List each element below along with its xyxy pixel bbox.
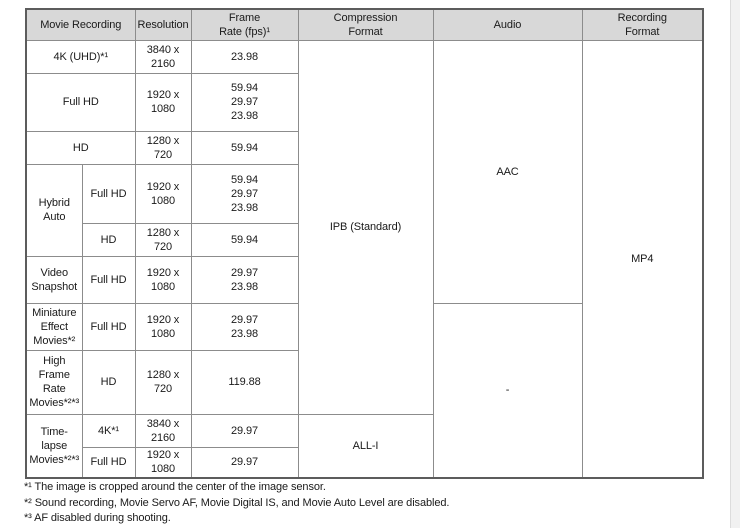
frame-rate-cell: 23.98	[190, 39, 299, 74]
resolution-cell: 1280 x 720	[134, 349, 192, 415]
compression-format-cell: ALL-I	[297, 413, 434, 479]
table-row: HD 1280 x 720 59.94	[25, 130, 703, 165]
frame-rate-cell: 59.94	[190, 130, 299, 165]
movie-type-cell: Hybrid Auto	[25, 163, 83, 257]
frame-rate-cell: 29.97	[190, 446, 299, 479]
audio-cell: -	[432, 302, 583, 479]
compression-format-cell: IPB (Standard)	[297, 39, 434, 415]
movie-type-cell: High Frame Rate Movies*²*³	[25, 349, 83, 415]
scrollbar-track[interactable]	[730, 0, 740, 528]
footnotes: *¹ The image is cropped around the cente…	[24, 480, 449, 527]
movie-subtype-cell: Full HD	[81, 446, 136, 479]
resolution-cell: 1920 x 1080	[134, 163, 192, 224]
movie-type-cell: Full HD	[25, 72, 136, 132]
movie-type-cell: Time-lapse Movies*²*³	[25, 413, 83, 479]
movie-subtype-cell: Full HD	[81, 255, 136, 304]
movie-subtype-cell: Full HD	[81, 163, 136, 224]
header-resolution: Resolution	[134, 8, 192, 41]
resolution-cell: 1920 x 1080	[134, 72, 192, 132]
movie-type-cell: 4K (UHD)*¹	[25, 39, 136, 74]
frame-rate-cell: 59.94	[190, 222, 299, 257]
resolution-cell: 1280 x 720	[134, 130, 192, 165]
table-row: Miniature Effect Movies*² Full HD 1920 x…	[25, 302, 703, 479]
table-row: 4K (UHD)*¹ 3840 x 2160 23.98 IPB (Standa…	[25, 39, 704, 479]
movie-type-cell: Video Snapshot	[25, 255, 83, 304]
table-row: Hybrid Auto Full HD 1920 x 1080 59.94 29…	[25, 163, 703, 257]
movie-type-cell: Miniature Effect Movies*²	[25, 302, 83, 351]
header-frame-rate: Frame Rate (fps)¹	[190, 8, 299, 41]
audio-cell: AAC	[432, 39, 583, 304]
frame-rate-cell: 59.94 29.97 23.98	[190, 72, 299, 132]
header-recording-format: Recording Format	[581, 8, 704, 41]
header-movie-recording: Movie Recording	[25, 8, 136, 41]
footnote: *¹ The image is cropped around the cente…	[24, 481, 326, 493]
movie-subtype-cell: HD	[81, 222, 136, 257]
footnote: *³ AF disabled during shooting.	[24, 512, 171, 524]
movie-subtype-cell: 4K*¹	[81, 413, 136, 448]
header-audio: Audio	[432, 8, 583, 41]
frame-rate-cell: 119.88	[190, 349, 299, 415]
resolution-cell: 3840 x 2160	[134, 39, 192, 74]
table-row: Time-lapse Movies*²*³ 4K*¹ 3840 x 2160 2…	[25, 413, 703, 479]
movie-subtype-cell: HD	[81, 349, 136, 415]
recording-format-cell: MP4	[581, 39, 704, 479]
footnote: *² Sound recording, Movie Servo AF, Movi…	[24, 496, 450, 509]
table-row: Full HD 1920 x 1080 59.94 29.97 23.98	[25, 72, 703, 132]
movie-subtype-cell: Full HD	[81, 302, 136, 351]
table-row: Video Snapshot Full HD 1920 x 1080 29.97…	[25, 255, 703, 304]
frame-rate-cell: 29.97 23.98	[190, 302, 299, 351]
movie-type-cell: HD	[25, 130, 136, 165]
frame-rate-cell: 29.97 23.98	[190, 255, 299, 304]
frame-rate-cell: 29.97	[190, 413, 299, 448]
frame-rate-cell: 59.94 29.97 23.98	[190, 163, 299, 224]
header-compression-format: Compression Format	[297, 8, 434, 41]
resolution-cell: 3840 x 2160	[134, 413, 192, 448]
resolution-cell: 1920 x 1080	[134, 302, 192, 351]
table-row: Full HD 1920 x 1080 29.97	[26, 446, 703, 479]
movie-recording-specs-table: Movie Recording Resolution Frame Rate (f…	[25, 8, 704, 479]
table-header-row: Movie Recording Resolution Frame Rate (f…	[25, 8, 704, 41]
table-row: HD 1280 x 720 59.94	[26, 222, 703, 257]
resolution-cell: 1920 x 1080	[134, 255, 192, 304]
resolution-cell: 1280 x 720	[134, 222, 192, 257]
resolution-cell: 1920 x 1080	[134, 446, 192, 479]
